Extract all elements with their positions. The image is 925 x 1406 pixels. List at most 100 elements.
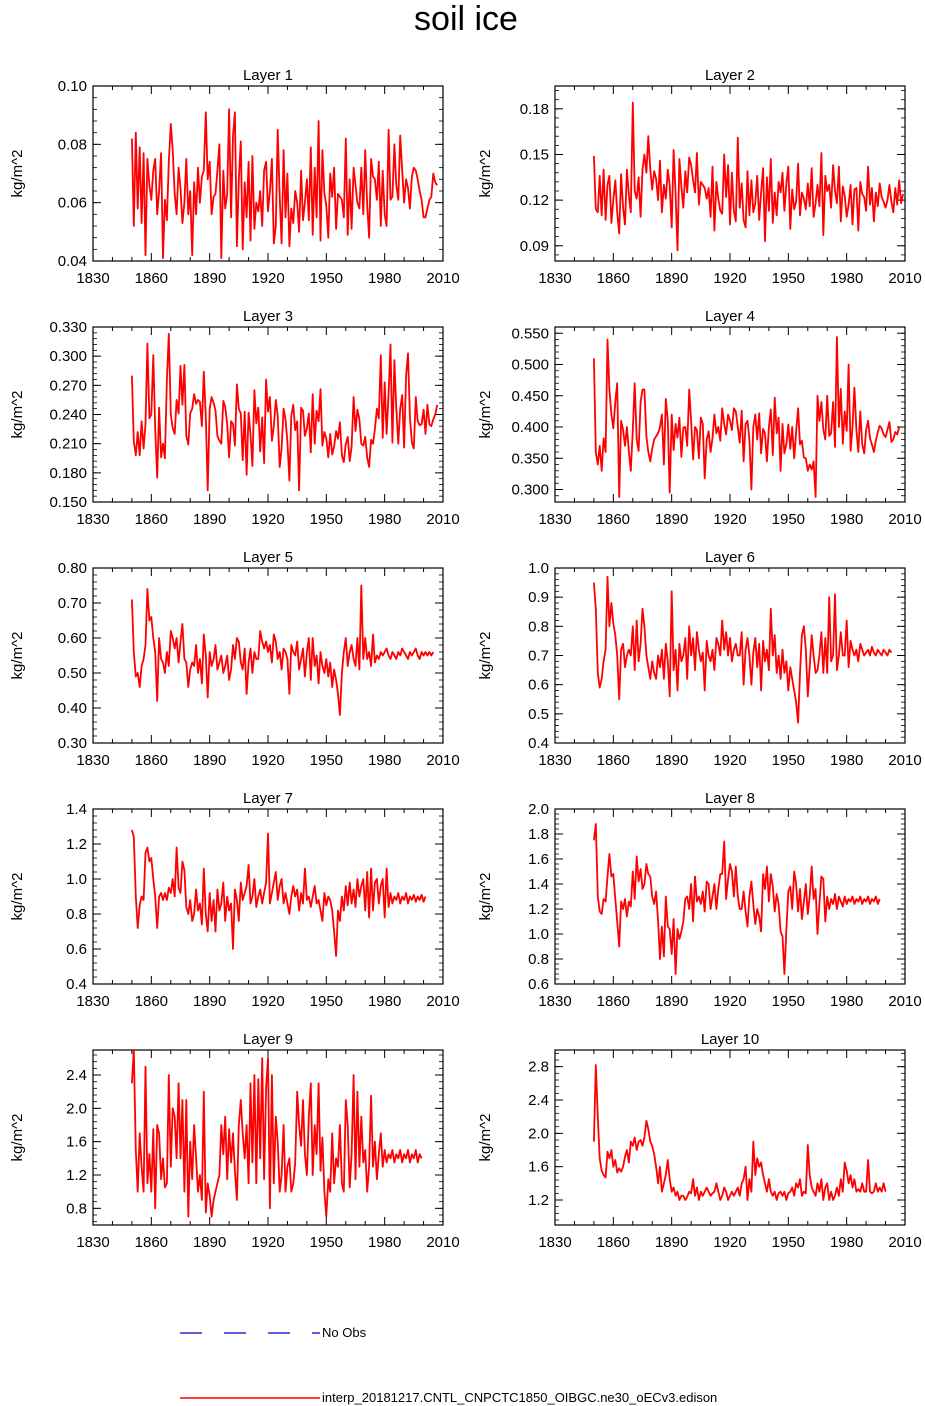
y-axis-label: kg/m^2 <box>9 873 26 921</box>
x-tick-label: 2010 <box>426 993 459 1010</box>
x-tick-label: 1830 <box>76 752 109 769</box>
y-tick-label: 0.7 <box>528 648 549 665</box>
y-tick-label: 1.0 <box>66 871 87 888</box>
panel-layer-9: Layer 9 1830 1860 1890 1920 1950 1980 2010 0.8 1.… <box>9 1031 460 1251</box>
x-tick-label: 1860 <box>597 270 630 287</box>
panel-layer-4: Layer 4 1830 1860 1890 1920 1950 1980 2010 0.300… <box>477 308 922 528</box>
series-line <box>131 1049 423 1218</box>
x-tick-label: 1980 <box>830 1234 863 1251</box>
y-tick-label: 0.5 <box>528 706 549 723</box>
x-tick-label: 1980 <box>368 270 401 287</box>
y-tick-label: 0.300 <box>511 482 549 499</box>
plot-frame <box>92 567 444 744</box>
x-tick-label: 1950 <box>772 1234 805 1251</box>
x-tick-label: 1980 <box>830 511 863 528</box>
panel-layer-8: Layer 8 1830 1860 1890 1920 1950 1980 2010 0.6 0.… <box>477 790 922 1010</box>
y-tick-label: 0.9 <box>528 589 549 606</box>
x-tick-label: 2010 <box>888 270 921 287</box>
series-line <box>131 829 427 957</box>
x-tick-label: 1890 <box>193 752 226 769</box>
y-tick-label: 1.6 <box>66 1134 87 1151</box>
y-axis-label: kg/m^2 <box>477 150 494 198</box>
y-tick-label: 1.2 <box>66 1167 87 1184</box>
plot-frame <box>554 1049 906 1226</box>
x-tick-label: 1830 <box>538 270 571 287</box>
y-tick-label: 1.4 <box>528 876 549 893</box>
y-tick-label: 0.04 <box>58 253 87 270</box>
series-line <box>593 575 893 724</box>
y-tick-label: 0.6 <box>528 677 549 694</box>
legend-obs-label: No Obs <box>322 1325 367 1340</box>
x-tick-label: 1890 <box>655 1234 688 1251</box>
y-tick-label: 0.350 <box>511 450 549 467</box>
y-tick-label: 0.08 <box>58 136 87 153</box>
x-tick-label: 1830 <box>538 511 571 528</box>
y-tick-label: 0.10 <box>58 78 87 95</box>
panel-title: Layer 6 <box>705 549 755 566</box>
figure-title: soil ice <box>414 0 518 38</box>
series-line <box>593 823 881 975</box>
y-tick-label: 2.4 <box>66 1067 87 1084</box>
panel-layer-3: Layer 3 1830 1860 1890 1920 1950 1980 2010 0.150… <box>9 308 460 528</box>
panel-title: Layer 5 <box>243 549 293 566</box>
y-tick-label: 1.4 <box>66 801 87 818</box>
y-tick-label: 1.0 <box>528 926 549 943</box>
x-tick-label: 2010 <box>888 752 921 769</box>
y-tick-label: 2.0 <box>528 1125 549 1142</box>
x-tick-label: 2010 <box>888 1234 921 1251</box>
panel-title: Layer 10 <box>701 1031 759 1048</box>
x-tick-label: 1890 <box>655 752 688 769</box>
x-tick-label: 1830 <box>538 752 571 769</box>
x-tick-label: 1950 <box>310 752 343 769</box>
panel-layer-2: Layer 2 1830 1860 1890 1920 1950 1980 2010 0.09 0… <box>477 67 922 287</box>
y-tick-label: 1.2 <box>528 1192 549 1209</box>
y-tick-label: 0.330 <box>49 319 87 336</box>
panel-layer-10: Layer 10 1830 1860 1890 1920 1950 1980 2010 1.2 1… <box>477 1031 922 1251</box>
y-tick-label: 0.8 <box>66 1200 87 1217</box>
y-tick-label: 0.18 <box>520 101 549 118</box>
x-tick-label: 2010 <box>426 511 459 528</box>
x-tick-label: 2010 <box>888 511 921 528</box>
series-line <box>593 101 904 252</box>
series-line <box>131 332 439 492</box>
x-tick-label: 1920 <box>713 752 746 769</box>
series-line <box>131 584 435 716</box>
panel-title: Layer 2 <box>705 67 755 84</box>
legend-model-label: interp_20181217.CNTL_CNPCTC1850_OIBGC.ne… <box>322 1390 717 1405</box>
y-tick-label: 0.30 <box>58 735 87 752</box>
x-tick-label: 1980 <box>368 993 401 1010</box>
x-tick-label: 1860 <box>135 1234 168 1251</box>
x-tick-label: 1950 <box>772 752 805 769</box>
y-tick-label: 0.6 <box>528 976 549 993</box>
x-tick-label: 2010 <box>426 1234 459 1251</box>
y-axis-label: kg/m^2 <box>477 391 494 439</box>
y-axis-label: kg/m^2 <box>9 391 26 439</box>
y-tick-label: 0.80 <box>58 560 87 577</box>
panel-layer-1: Layer 1 1830 1860 1890 1920 1950 1980 2010 0.04 0… <box>9 67 460 287</box>
x-tick-label: 1890 <box>655 511 688 528</box>
x-tick-label: 1920 <box>251 752 284 769</box>
x-tick-label: 1830 <box>538 1234 571 1251</box>
x-tick-label: 1860 <box>135 270 168 287</box>
y-tick-label: 0.300 <box>49 348 87 365</box>
y-tick-label: 0.180 <box>49 465 87 482</box>
x-tick-label: 1860 <box>597 752 630 769</box>
panel-layer-5: Layer 5 1830 1860 1890 1920 1950 1980 2010 0.30 0… <box>9 549 460 769</box>
y-tick-label: 0.4 <box>528 735 549 752</box>
y-tick-label: 1.0 <box>528 560 549 577</box>
panel-title: Layer 7 <box>243 790 293 807</box>
y-tick-label: 0.550 <box>511 325 549 342</box>
x-tick-label: 1950 <box>310 270 343 287</box>
x-tick-label: 1950 <box>772 270 805 287</box>
y-tick-label: 0.40 <box>58 700 87 717</box>
y-tick-label: 1.8 <box>528 826 549 843</box>
x-tick-label: 1830 <box>76 270 109 287</box>
y-tick-label: 1.2 <box>66 836 87 853</box>
y-tick-label: 0.8 <box>528 618 549 635</box>
x-tick-label: 1830 <box>76 511 109 528</box>
panel-title: Layer 4 <box>705 308 755 325</box>
panel-title: Layer 1 <box>243 67 293 84</box>
panels: Layer 1 1830 1860 1890 1920 1950 1980 2010 0.04 0… <box>9 67 922 1251</box>
x-tick-label: 1890 <box>193 993 226 1010</box>
